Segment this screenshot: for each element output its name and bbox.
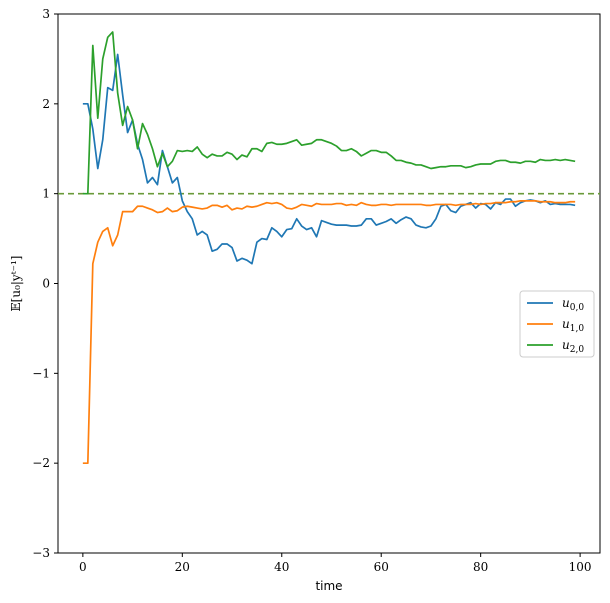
legend: u0,0 u1,0 u2,0 xyxy=(519,290,595,358)
series-group xyxy=(82,31,576,465)
x-tick-label: 60 xyxy=(374,560,389,574)
x-axis-label: time xyxy=(315,579,342,593)
y-axis-label: 𝔼[u₀|yᵗ⁻¹] xyxy=(9,256,23,312)
y-tick-label: 2 xyxy=(42,97,50,111)
legend-label: u2,0 xyxy=(562,338,584,355)
x-tick-label: 40 xyxy=(274,560,289,574)
legend-label: u0,0 xyxy=(562,296,584,313)
y-tick-label: 1 xyxy=(42,187,50,201)
series-line-u1-0 xyxy=(82,200,576,465)
legend-label: u1,0 xyxy=(562,317,584,334)
legend-box xyxy=(519,290,595,358)
x-tick-label: 80 xyxy=(473,560,488,574)
y-tick-label: 0 xyxy=(42,277,50,291)
y-tick-label: 3 xyxy=(42,7,50,21)
x-tick-label: 100 xyxy=(569,560,592,574)
y-tick-label: −2 xyxy=(32,456,50,470)
y-axis-ticks: −3 −2 −1 0 1 2 3 xyxy=(32,7,58,560)
plot-area-frame xyxy=(57,13,601,554)
y-tick-label: −3 xyxy=(32,546,50,560)
x-axis-ticks: 0 20 40 60 80 100 xyxy=(79,553,592,574)
x-tick-label: 0 xyxy=(79,560,87,574)
series-line-u2-0 xyxy=(82,31,576,195)
series-line-u0-0 xyxy=(82,53,576,265)
x-tick-label: 20 xyxy=(175,560,190,574)
y-tick-label: −1 xyxy=(32,366,50,380)
